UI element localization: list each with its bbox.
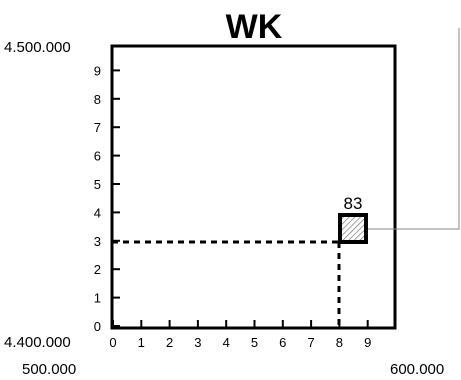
leader-line (368, 28, 460, 230)
x-tick-label: 9 (364, 335, 371, 350)
x-tick-label: 1 (138, 335, 145, 350)
y-tick-label: 8 (94, 92, 101, 107)
x-tick-label: 2 (166, 335, 173, 350)
y-tick-label: 3 (94, 234, 101, 249)
y-tick-label: 6 (94, 149, 101, 164)
y-axis-ticks: 0 1 2 3 4 5 6 7 8 9 (94, 63, 120, 334)
x-tick-label: 7 (307, 335, 314, 350)
y-tick-label: 4 (94, 205, 101, 220)
x-tick-label: 4 (223, 335, 230, 350)
y-tick-label: 0 (94, 319, 101, 334)
grid-cell-marker (338, 213, 368, 244)
y-tick-label: 7 (94, 120, 101, 135)
y-axis-bottom-label: 4.400.000 (4, 334, 71, 351)
grid-cell-label: 83 (344, 194, 363, 213)
y-tick-label: 1 (94, 291, 101, 306)
y-tick-label: 5 (94, 177, 101, 192)
x-tick-label: 3 (194, 335, 201, 350)
x-axis-ticks: 0 1 2 3 4 5 6 7 8 9 (109, 320, 371, 350)
y-axis-top-label: 4.500.000 (4, 39, 71, 56)
y-tick-label: 9 (94, 63, 101, 78)
x-tick-label: 5 (251, 335, 258, 350)
y-tick-label: 2 (94, 262, 101, 277)
x-tick-label: 0 (109, 335, 116, 350)
x-tick-label: 6 (279, 335, 286, 350)
x-tick-label: 8 (336, 335, 343, 350)
x-axis-right-label: 600.000 (390, 361, 444, 378)
x-axis-left-label: 500.000 (22, 361, 76, 378)
map-frame (110, 44, 397, 330)
diagram-title: WK (226, 8, 283, 46)
